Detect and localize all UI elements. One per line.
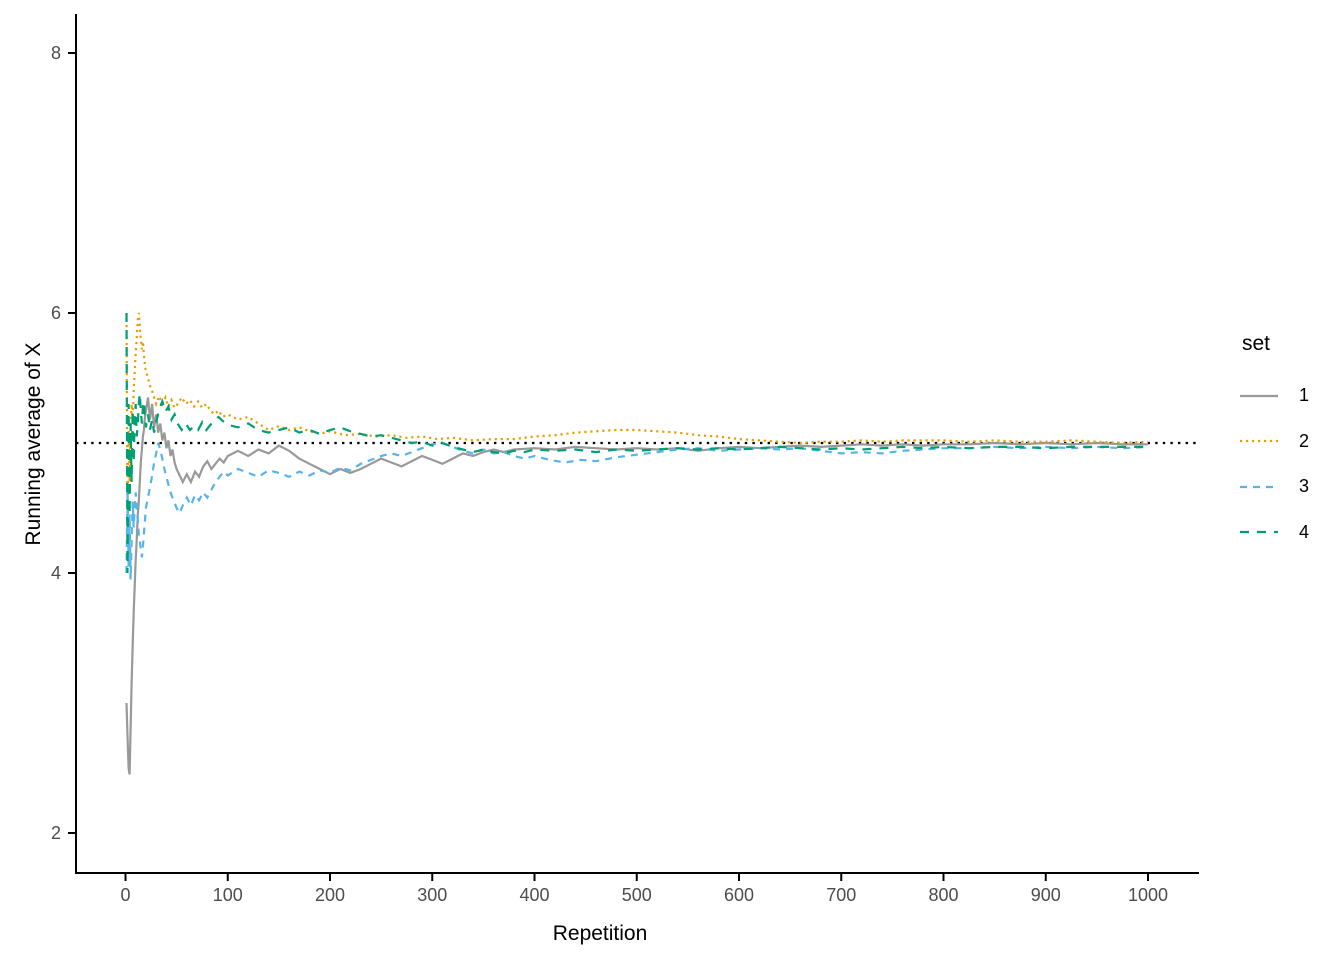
legend-title: set bbox=[1242, 332, 1271, 355]
y-tick-label: 6 bbox=[51, 303, 61, 323]
series-lines-group bbox=[125, 312, 1149, 775]
legend-item-set-1: 1 bbox=[1240, 373, 1309, 419]
x-tick-label: 400 bbox=[519, 885, 549, 905]
legend-key-line-set-2 bbox=[1240, 440, 1278, 443]
x-tick-label: 1000 bbox=[1128, 885, 1168, 905]
x-tick-label: 0 bbox=[120, 885, 130, 905]
legend-label-set-2: 2 bbox=[1299, 430, 1310, 451]
y-tick-label: 2 bbox=[51, 823, 61, 843]
series-line-set-3 bbox=[125, 441, 1149, 580]
y-tick-label: 8 bbox=[51, 43, 61, 63]
legend-label-set-3: 3 bbox=[1299, 476, 1310, 497]
x-tick-label: 300 bbox=[417, 885, 447, 905]
legend: set 1 2 3 4 bbox=[1240, 332, 1309, 555]
legend-key-line-set-1 bbox=[1240, 394, 1278, 397]
legend-label-set-1: 1 bbox=[1299, 385, 1310, 406]
legend-item-set-3: 3 bbox=[1240, 464, 1309, 510]
x-tick-label: 600 bbox=[724, 885, 754, 905]
y-tick-label: 4 bbox=[51, 563, 61, 583]
series-line-set-4 bbox=[125, 312, 1148, 574]
legend-key-line-set-3 bbox=[1240, 485, 1278, 488]
legend-item-set-4: 4 bbox=[1240, 510, 1309, 556]
x-tick-label: 700 bbox=[826, 885, 856, 905]
x-tick-label: 100 bbox=[213, 885, 243, 905]
x-tick-label: 200 bbox=[315, 885, 345, 905]
x-axis-title: Repetition bbox=[552, 922, 648, 945]
legend-key-line-set-4 bbox=[1240, 531, 1278, 534]
y-axis-title: Running average of X bbox=[22, 342, 45, 546]
legend-item-set-2: 2 bbox=[1240, 419, 1309, 465]
y-tick-group: 2 4 6 8 bbox=[51, 43, 76, 843]
x-tick-group: 0 100 200 300 400 500 600 700 800 900 1000 bbox=[120, 873, 1168, 905]
x-tick-label: 800 bbox=[928, 885, 958, 905]
x-tick-label: 500 bbox=[622, 885, 652, 905]
series-line-set-2 bbox=[125, 312, 1149, 522]
legend-label-set-4: 4 bbox=[1299, 521, 1310, 542]
x-tick-label: 900 bbox=[1031, 885, 1061, 905]
